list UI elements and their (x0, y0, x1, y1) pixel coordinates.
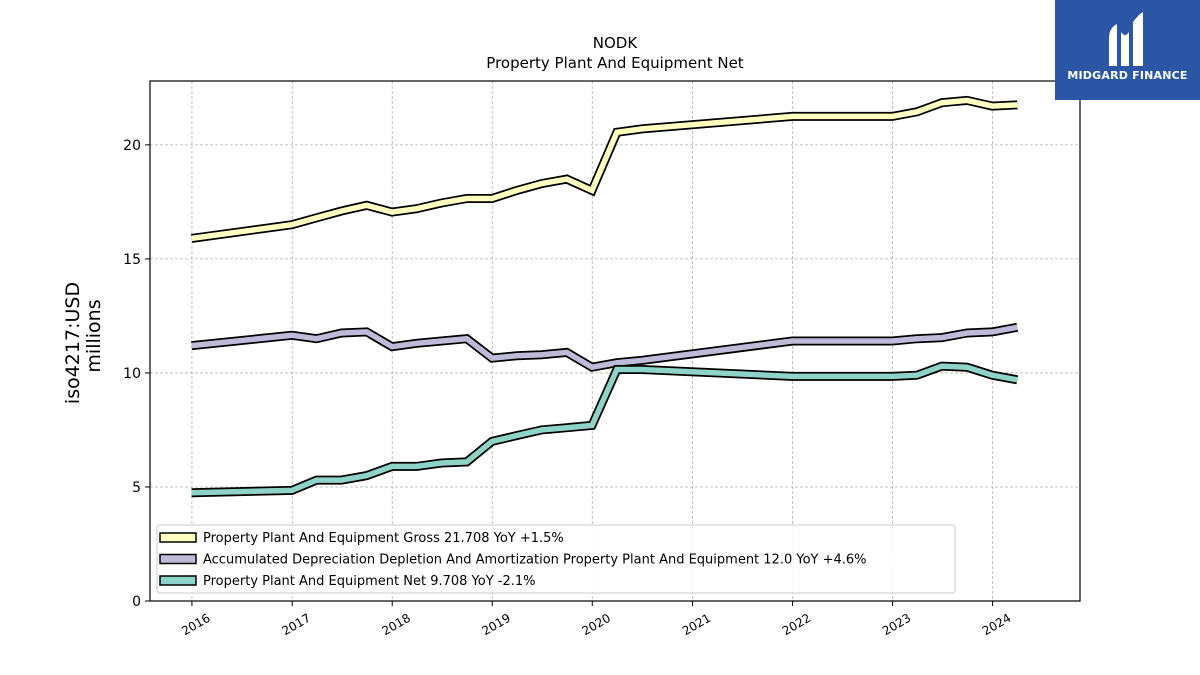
x-tick-label: 2022 (780, 611, 813, 638)
logo-mark-icon (1109, 12, 1143, 66)
series-line-property-plant-and-equipment-net (191, 363, 1018, 496)
x-tick-label: 2016 (179, 611, 212, 638)
x-tick-label: 2018 (380, 611, 413, 638)
legend: Property Plant And Equipment Gross 21.70… (156, 524, 956, 594)
logo-text: MIDGARD FINANCE (1067, 69, 1188, 82)
x-tick-label: 2019 (480, 611, 513, 638)
legend-label: Property Plant And Equipment Net 9.708 Y… (203, 574, 536, 589)
y-tick-label: 0 (132, 594, 141, 610)
y-axis-label-line1: iso4217:USD (62, 282, 84, 404)
plot-frame (149, 80, 1081, 602)
legend-label: Accumulated Depreciation Depletion And A… (203, 553, 867, 568)
x-tick-label: 2020 (580, 611, 613, 638)
x-tick-label: 2024 (980, 611, 1013, 638)
legend-swatch (159, 532, 197, 543)
company-logo: MIDGARD FINANCE (1055, 0, 1200, 100)
legend-box (156, 524, 956, 594)
series-line-property-plant-and-equipment-gross (191, 97, 1018, 242)
legend-swatch (159, 553, 197, 565)
legend-label: Property Plant And Equipment Gross 21.70… (203, 531, 564, 546)
legend-swatch (159, 575, 197, 586)
chart-title: NODK (593, 34, 639, 52)
chart-subtitle: Property Plant And Equipment Net (486, 54, 743, 72)
series-outline-property-plant-and-equipment-net (191, 361, 1019, 498)
x-tick-label: 2017 (279, 611, 312, 638)
x-tick-label: 2021 (680, 611, 713, 638)
series-outline-accumulated-depreciation-depletion-and-amortization-property-plant-and-equipment (191, 322, 1019, 372)
y-axis-label-line2: millions (83, 299, 105, 372)
y-tick-label: 10 (123, 366, 141, 382)
y-tick-label: 5 (132, 480, 141, 496)
x-tick-label: 2023 (880, 611, 913, 638)
series-line-accumulated-depreciation-depletion-and-amortization-property-plant-and-equipment (191, 324, 1018, 371)
y-tick-label: 20 (123, 138, 141, 154)
series-lines (190, 95, 1019, 498)
y-tick-label: 15 (123, 252, 141, 268)
